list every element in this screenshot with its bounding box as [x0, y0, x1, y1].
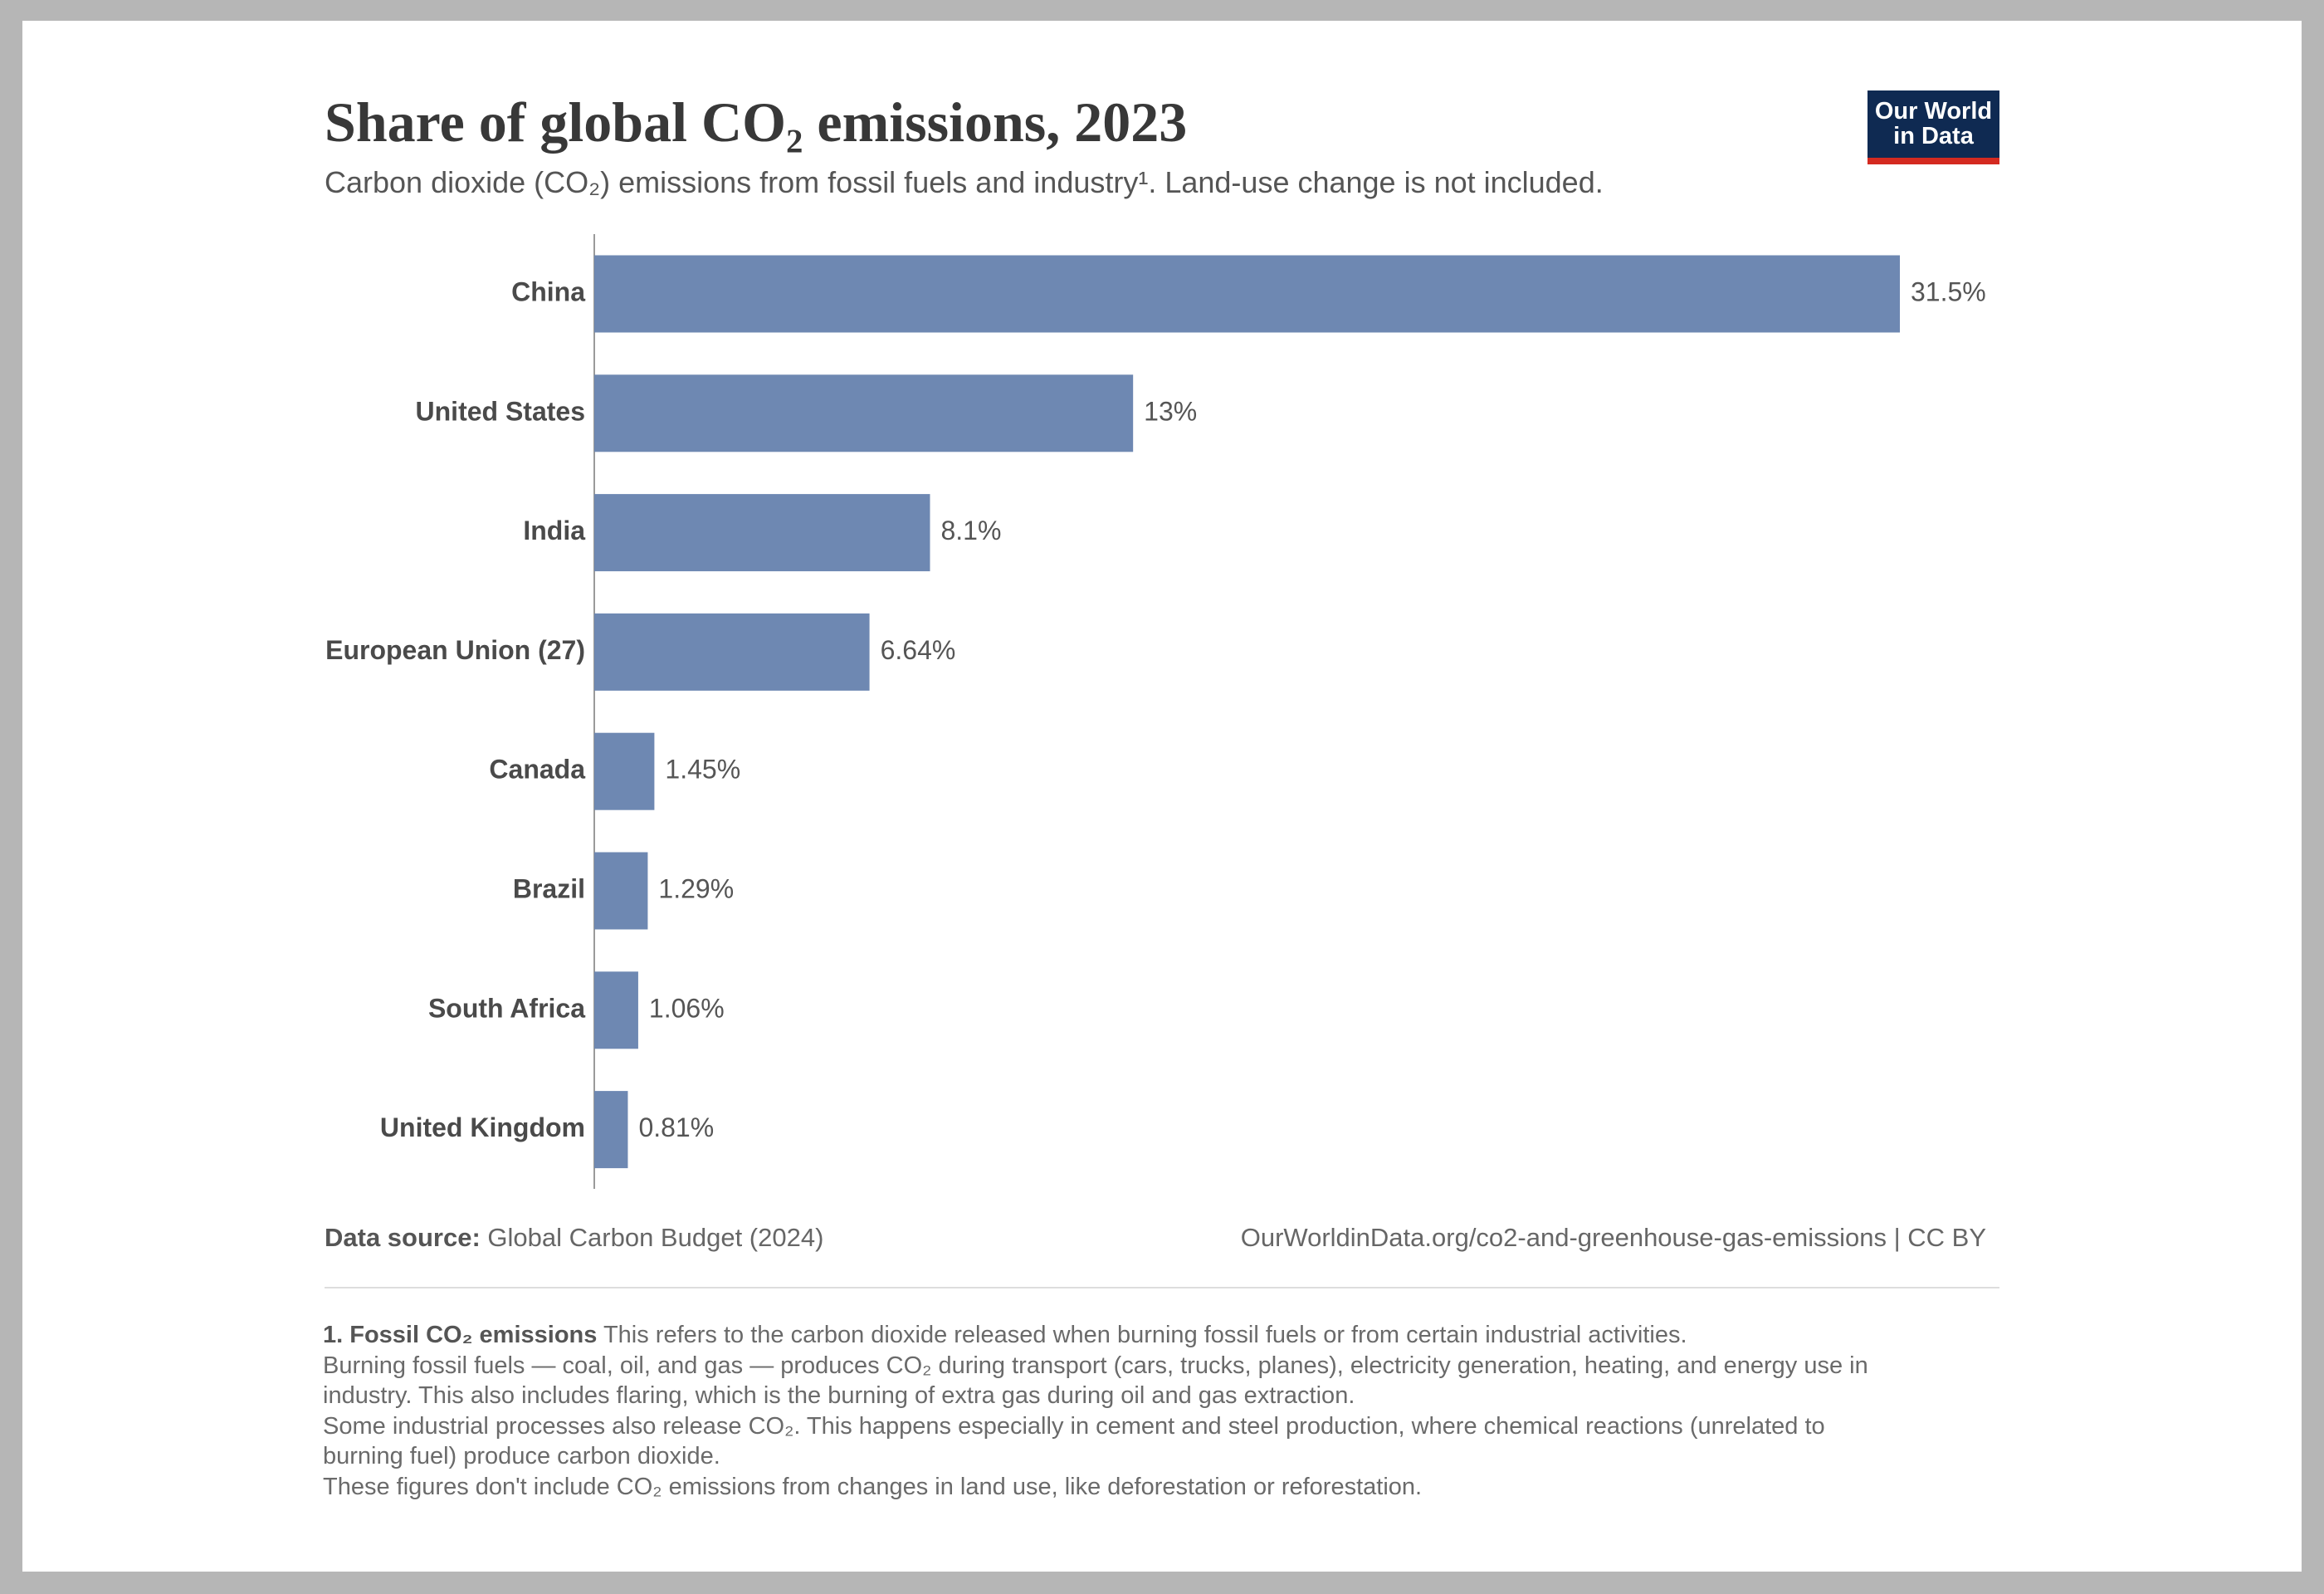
value-label: 31.5%: [1911, 276, 1986, 306]
title: Share of global CO₂ emissions, 2023: [325, 90, 1188, 154]
category-label: Brazil: [513, 873, 585, 903]
source-label: Data source:: [325, 1223, 481, 1252]
footnote-line: burning fuel) produce carbon dioxide.: [323, 1443, 720, 1470]
bar: [594, 971, 638, 1049]
logo[interactable]: Our World in Data: [1868, 90, 1999, 164]
footnote-line: These figures don't include CO₂ emission…: [323, 1473, 1423, 1500]
url[interactable]: OurWorldinData.org/co2-and-greenhouse-ga…: [1240, 1223, 1986, 1252]
category-label: China: [511, 276, 585, 306]
bar: [594, 374, 1134, 452]
bar: [594, 1091, 628, 1169]
value-label: 1.45%: [665, 755, 740, 785]
value-label: 6.64%: [881, 635, 956, 665]
footnote-line: 1. Fossil CO₂ emissions This refers to t…: [323, 1320, 1868, 1351]
subtitle: Carbon dioxide (CO₂) emissions from foss…: [325, 165, 1604, 199]
footnote: 1. Fossil CO₂ emissions This refers to t…: [323, 1320, 1868, 1503]
bar: [594, 732, 655, 810]
category-label: European Union (27): [325, 635, 585, 665]
category-label: Canada: [489, 755, 585, 785]
bar: [594, 255, 1900, 333]
value-label: 0.81%: [638, 1112, 714, 1142]
category-label: United States: [416, 396, 585, 426]
logo-text: in Data: [1893, 123, 1974, 149]
footnote-line: Burning fossil fuels — coal, oil, and ga…: [323, 1352, 1868, 1379]
bar: [594, 852, 648, 930]
footnote-text: This refers to the carbon dioxide releas…: [603, 1322, 1687, 1348]
category-label: United Kingdom: [380, 1112, 585, 1142]
footnote-line: Some industrial processes also release C…: [323, 1412, 1825, 1440]
value-label: 1.29%: [658, 873, 734, 903]
bar: [594, 494, 930, 572]
value-label: 13%: [1144, 396, 1197, 426]
footnote-line: industry. This also includes flaring, wh…: [323, 1382, 1355, 1410]
category-label: South Africa: [428, 993, 585, 1023]
footnote-heading: 1. Fossil CO₂ emissions: [323, 1322, 598, 1348]
separator: [325, 1287, 1999, 1288]
category-label: India: [523, 516, 585, 545]
source: Data source: Global Carbon Budget (2024): [325, 1223, 823, 1253]
value-label: 1.06%: [649, 993, 725, 1023]
source-text: Global Carbon Budget (2024): [487, 1223, 824, 1252]
logo-text: Our World: [1874, 98, 1993, 125]
bar: [594, 613, 870, 691]
value-label: 8.1%: [940, 516, 1001, 545]
